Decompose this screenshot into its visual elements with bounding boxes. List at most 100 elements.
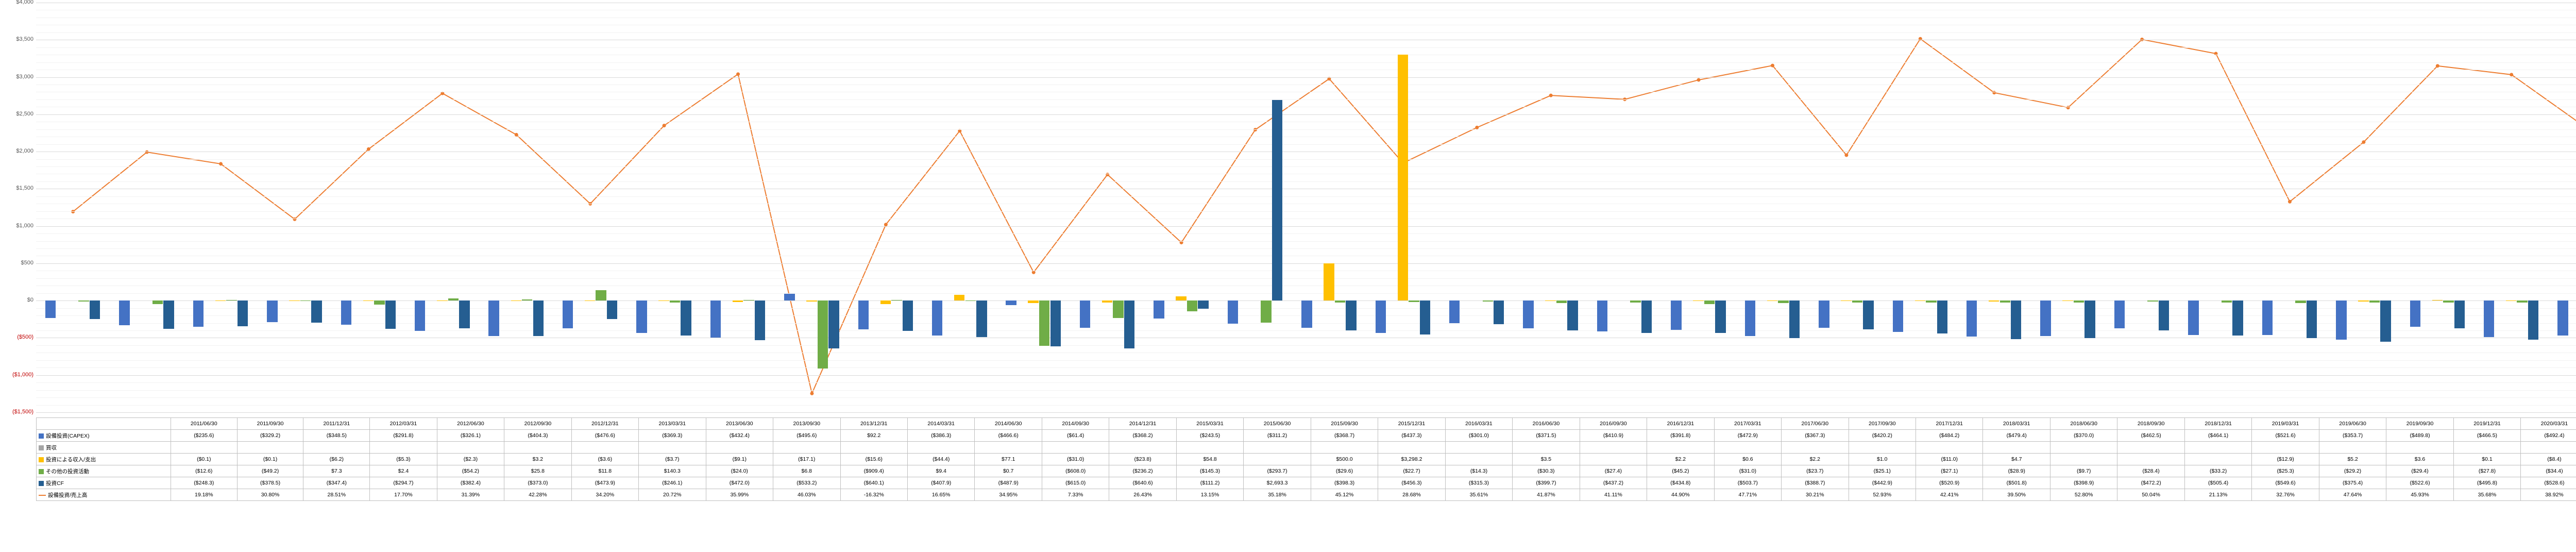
table-col-header: 2019/03/31 <box>2252 418 2319 430</box>
table-cell: ($462.5) <box>2117 430 2184 442</box>
table-cell: ($456.3) <box>1378 477 1445 489</box>
table-cell: ($2.3) <box>437 454 504 465</box>
table-cell: ($3.7) <box>639 454 706 465</box>
grid-major <box>36 226 2576 227</box>
table-cell: 35.18% <box>1244 489 1311 501</box>
table-cell: ($34.4) <box>2521 465 2576 477</box>
table-cell: 34.95% <box>975 489 1042 501</box>
table-cell <box>171 442 237 454</box>
table-cell: 28.68% <box>1378 489 1445 501</box>
table-cell: $3.5 <box>1513 454 1580 465</box>
bar-inv_io <box>1176 296 1186 300</box>
bar-inv_cf <box>385 300 396 329</box>
table-cell: ($301.0) <box>1445 430 1512 442</box>
table-row-label: 設備投資/売上高 <box>37 489 171 501</box>
bar-other_inv <box>1039 300 1049 346</box>
table-cell: ($533.2) <box>773 477 840 489</box>
table-cell: ($473.9) <box>571 477 638 489</box>
table-cell: ($407.9) <box>907 477 974 489</box>
table-cell <box>706 442 773 454</box>
bar-inv_io <box>1324 263 1334 300</box>
bar-capex <box>1006 300 1016 305</box>
table-col-header: 2014/09/30 <box>1042 418 1109 430</box>
grid-minor <box>36 367 2576 368</box>
bar-inv_io <box>658 300 669 301</box>
table-corner <box>37 418 171 430</box>
table-cell: ($145.3) <box>1176 465 1243 477</box>
table-cell: ($3.6) <box>571 454 638 465</box>
table-cell: ($348.5) <box>303 430 370 442</box>
table-cell: ($27.4) <box>1580 465 1647 477</box>
table-cell: 30.80% <box>237 489 303 501</box>
bar-inv_io <box>511 300 521 301</box>
table-cell: ($503.7) <box>1714 477 1781 489</box>
table-cell: ($472.0) <box>706 477 773 489</box>
table-cell: 47.64% <box>2319 489 2386 501</box>
table-cell <box>370 442 437 454</box>
grid-minor <box>36 32 2576 33</box>
table-cell: 42.28% <box>504 489 571 501</box>
table-cell <box>840 442 907 454</box>
table-col-header: 2016/09/30 <box>1580 418 1647 430</box>
table-cell: ($375.4) <box>2319 477 2386 489</box>
table-cell: ($315.3) <box>1445 477 1512 489</box>
bar-capex <box>2484 300 2494 337</box>
table-cell: ($54.2) <box>437 465 504 477</box>
table-cell: $2.4 <box>370 465 437 477</box>
line-series <box>36 3 2576 412</box>
table-cell: 41.11% <box>1580 489 1647 501</box>
row-label-text: 設備投資/売上高 <box>48 492 87 498</box>
table-cell: ($373.0) <box>504 477 571 489</box>
bar-inv_io <box>1989 300 1999 302</box>
y-left-tick-label: ($1,000) <box>3 372 33 378</box>
grid-minor <box>36 241 2576 242</box>
table-col-header: 2014/12/31 <box>1109 418 1176 430</box>
bar-capex <box>341 300 351 325</box>
bar-inv_cf <box>1863 300 1873 329</box>
row-label-text: 設備投資(CAPEX) <box>46 433 90 439</box>
bar-inv_cf <box>755 300 765 340</box>
bar-other_inv <box>374 300 384 305</box>
table-cell: $5.2 <box>2319 454 2386 465</box>
table-cell: ($24.0) <box>706 465 773 477</box>
table-col-header: 2011/06/30 <box>171 418 237 430</box>
table-cell: $25.8 <box>504 465 571 477</box>
table-cell: ($29.4) <box>2386 465 2453 477</box>
table-col-header: 2018/12/31 <box>2184 418 2251 430</box>
bar-other_inv <box>2147 300 2158 301</box>
table-cell: ($22.7) <box>1378 465 1445 477</box>
bar-capex <box>2262 300 2273 335</box>
table-row-label: 設備投資(CAPEX) <box>37 430 171 442</box>
table-cell <box>2319 442 2386 454</box>
table-col-header: 2019/09/30 <box>2386 418 2453 430</box>
bar-inv_cf <box>2380 300 2391 341</box>
bar-other_inv <box>1409 300 1419 302</box>
bar-inv_cf <box>2528 300 2538 340</box>
table-row: 設備投資/売上高19.18%30.80%28.51%17.70%31.39%42… <box>37 489 2576 501</box>
table-cell: ($369.3) <box>639 430 706 442</box>
table-cell: ($45.2) <box>1647 465 1714 477</box>
y-left-tick-label: $500 <box>3 260 33 266</box>
bar-inv_cf <box>2454 300 2465 328</box>
table-cell: ($432.4) <box>706 430 773 442</box>
bar-inv_cf <box>311 300 321 323</box>
line-marker <box>219 162 223 165</box>
grid-minor <box>36 62 2576 63</box>
bar-other_inv <box>1113 300 1123 318</box>
bar-capex <box>1228 300 1238 324</box>
table-cell: 17.70% <box>370 489 437 501</box>
table-cell: ($28.9) <box>1983 465 2050 477</box>
table-cell <box>2252 442 2319 454</box>
line-marker <box>810 392 814 395</box>
bar-capex <box>1523 300 1533 328</box>
table-cell: ($410.9) <box>1580 430 1647 442</box>
table-cell: ($484.2) <box>1916 430 1983 442</box>
line-marker <box>1697 78 1700 81</box>
table-col-header: 2012/12/31 <box>571 418 638 430</box>
bar-capex <box>2040 300 2050 336</box>
table-cell: $0.7 <box>975 465 1042 477</box>
table-cell <box>2521 442 2576 454</box>
table-col-header: 2017/03/31 <box>1714 418 1781 430</box>
table-col-header: 2016/12/31 <box>1647 418 1714 430</box>
table-col-header: 2014/06/30 <box>975 418 1042 430</box>
